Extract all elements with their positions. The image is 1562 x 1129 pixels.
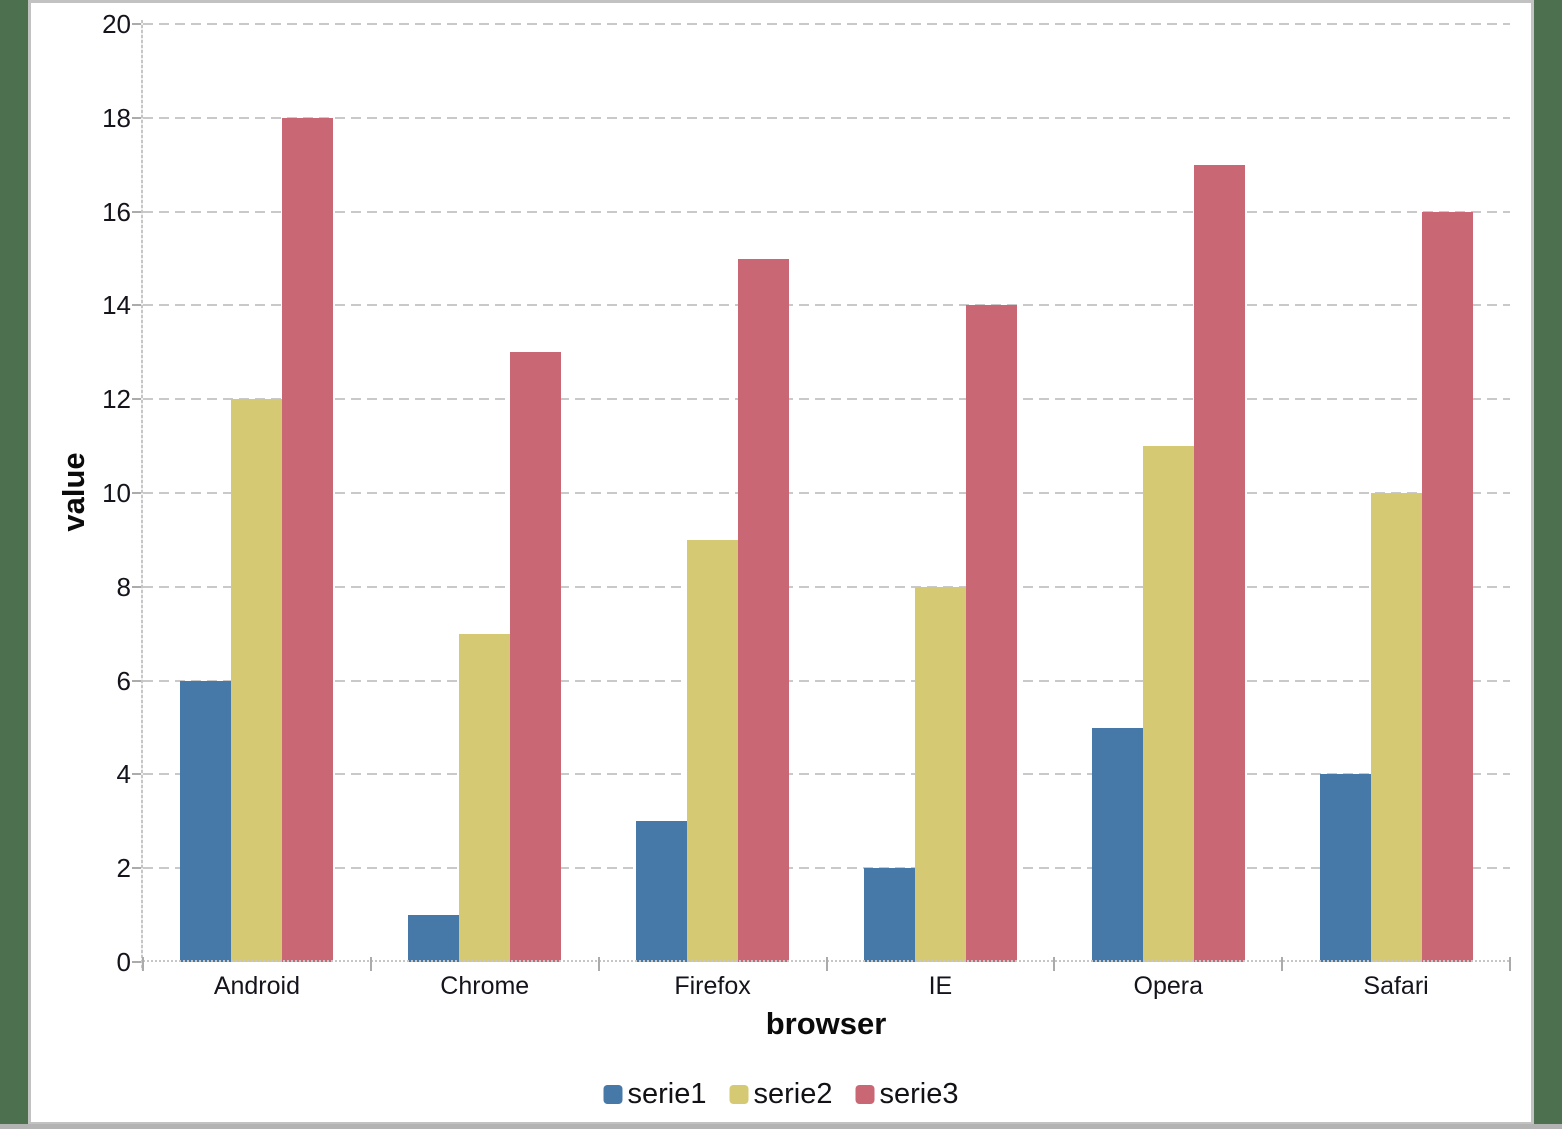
x-boundary-tick-5 — [1281, 957, 1284, 971]
gridline-12 — [143, 398, 1510, 401]
legend-label-serie3: serie3 — [879, 1078, 959, 1110]
y-tick-label-10: 10 — [102, 478, 131, 508]
x-axis-title: browser — [765, 1006, 887, 1041]
legend: serie1 serie2 serie3 — [603, 1078, 959, 1111]
y-tick-18 — [132, 116, 141, 119]
bar-serie2-ie — [914, 586, 966, 962]
y-tick-label-6: 6 — [116, 665, 131, 696]
bar-serie1-safari — [1319, 774, 1371, 962]
x-tick-label-chrome: Chrome — [440, 972, 530, 1000]
gridline-16 — [143, 210, 1510, 213]
x-tick-label-firefox: Firefox — [674, 972, 751, 1000]
x-boundary-tick-2 — [597, 957, 600, 971]
bar-serie2-opera — [1142, 446, 1194, 962]
y-tick-label-14: 14 — [102, 290, 131, 321]
bar-serie2-android — [231, 399, 283, 962]
y-tick-16 — [132, 210, 141, 213]
bar-serie3-safari — [1421, 211, 1473, 962]
y-tick-2 — [132, 867, 141, 870]
bottom-edge-strip — [0, 1124, 1562, 1129]
bar-serie1-firefox — [636, 821, 688, 962]
y-tick-4 — [132, 773, 141, 776]
y-tick-label-18: 18 — [102, 102, 131, 133]
x-tick-label-opera: Opera — [1133, 972, 1203, 1000]
gridline-2 — [143, 867, 1510, 870]
bar-serie2-firefox — [687, 539, 739, 962]
legend-swatch-serie2 — [729, 1085, 749, 1104]
gridline-8 — [143, 585, 1510, 588]
bar-serie3-firefox — [738, 258, 790, 962]
y-tick-8 — [132, 585, 141, 588]
bar-serie3-opera — [1193, 164, 1245, 962]
y-axis-line — [141, 20, 143, 970]
y-tick-label-4: 4 — [116, 759, 131, 790]
x-axis-tick-labels: Android Chrome Firefox IE Opera Safari — [143, 972, 1510, 1002]
bar-serie1-android — [180, 680, 232, 962]
y-tick-label-0: 0 — [116, 947, 131, 977]
bar-serie3-chrome — [510, 352, 562, 962]
gridline-20 — [143, 23, 1510, 25]
x-tick-label-ie: IE — [928, 972, 953, 1000]
y-tick-20 — [132, 23, 141, 25]
y-tick-12 — [132, 398, 141, 401]
x-boundary-tick-1 — [369, 957, 372, 971]
y-tick-0 — [132, 961, 141, 963]
y-tick-10 — [132, 492, 141, 494]
bar-serie1-chrome — [408, 915, 460, 962]
x-tick-label-safari: Safari — [1363, 972, 1429, 1000]
y-tick-6 — [132, 679, 141, 682]
gridline-6 — [143, 679, 1510, 682]
legend-label-serie2: serie2 — [753, 1078, 833, 1110]
y-tick-label-8: 8 — [116, 571, 131, 602]
gridline-10 — [143, 492, 1510, 494]
legend-swatch-serie3 — [855, 1085, 875, 1104]
x-boundary-tick-4 — [1053, 957, 1056, 971]
bar-serie1-opera — [1091, 727, 1143, 962]
x-boundary-tick-0 — [142, 957, 144, 971]
y-axis-title: value — [56, 452, 91, 532]
x-tick-label-android: Android — [213, 972, 300, 1000]
bar-serie3-android — [282, 117, 334, 962]
bar-serie3-ie — [965, 305, 1017, 962]
legend-item-serie2: serie2 — [729, 1078, 833, 1111]
y-tick-label-2: 2 — [116, 853, 131, 884]
bar-serie1-ie — [863, 868, 915, 962]
legend-label-serie1: serie1 — [627, 1078, 707, 1110]
bar-serie2-safari — [1370, 493, 1422, 962]
x-boundary-tick-6 — [1509, 957, 1511, 971]
gridline-18 — [143, 116, 1510, 119]
y-axis-tick-labels: 0 2 4 6 8 10 12 14 16 18 20 — [0, 9, 131, 977]
gridline-4 — [143, 773, 1510, 776]
legend-item-serie1: serie1 — [603, 1078, 707, 1111]
x-boundary-tick-3 — [825, 957, 828, 971]
y-tick-label-12: 12 — [102, 384, 131, 415]
bar-serie2-chrome — [459, 633, 511, 962]
legend-item-serie3: serie3 — [855, 1078, 959, 1111]
gridline-14 — [143, 304, 1510, 307]
plot-area — [132, 20, 1511, 971]
y-tick-14 — [132, 304, 141, 307]
y-tick-label-16: 16 — [102, 196, 131, 227]
y-tick-label-20: 20 — [102, 9, 131, 39]
legend-swatch-serie1 — [603, 1085, 623, 1104]
